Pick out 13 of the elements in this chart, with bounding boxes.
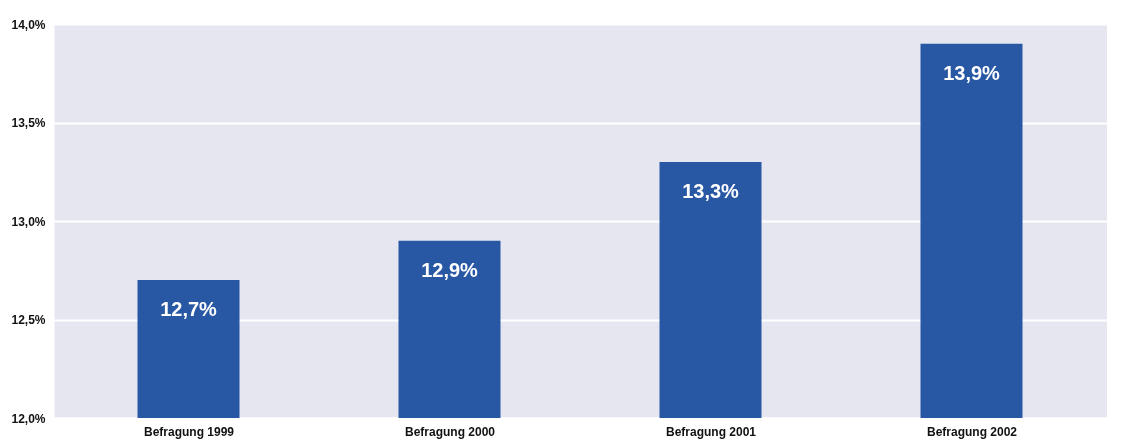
y-tick-label: 14,0%: [11, 17, 46, 32]
x-tick-label: Befragung 2000: [404, 424, 496, 439]
data-label: 12,7%: [160, 298, 218, 321]
x-tick-label: Befragung 2001: [665, 424, 757, 439]
data-label: 13,3%: [682, 179, 740, 202]
y-tick-label: 12,0%: [11, 411, 46, 426]
data-label: 13,9%: [943, 61, 1001, 84]
y-tick-label: 13,5%: [11, 116, 46, 130]
y-tick-label: 12,5%: [11, 313, 46, 327]
y-tick-label: 13,0%: [11, 214, 46, 229]
x-tick-label: Befragung 2002: [926, 424, 1018, 439]
x-tick-label: Befragung 1999: [143, 424, 235, 439]
data-label: 12,9%: [421, 258, 479, 281]
